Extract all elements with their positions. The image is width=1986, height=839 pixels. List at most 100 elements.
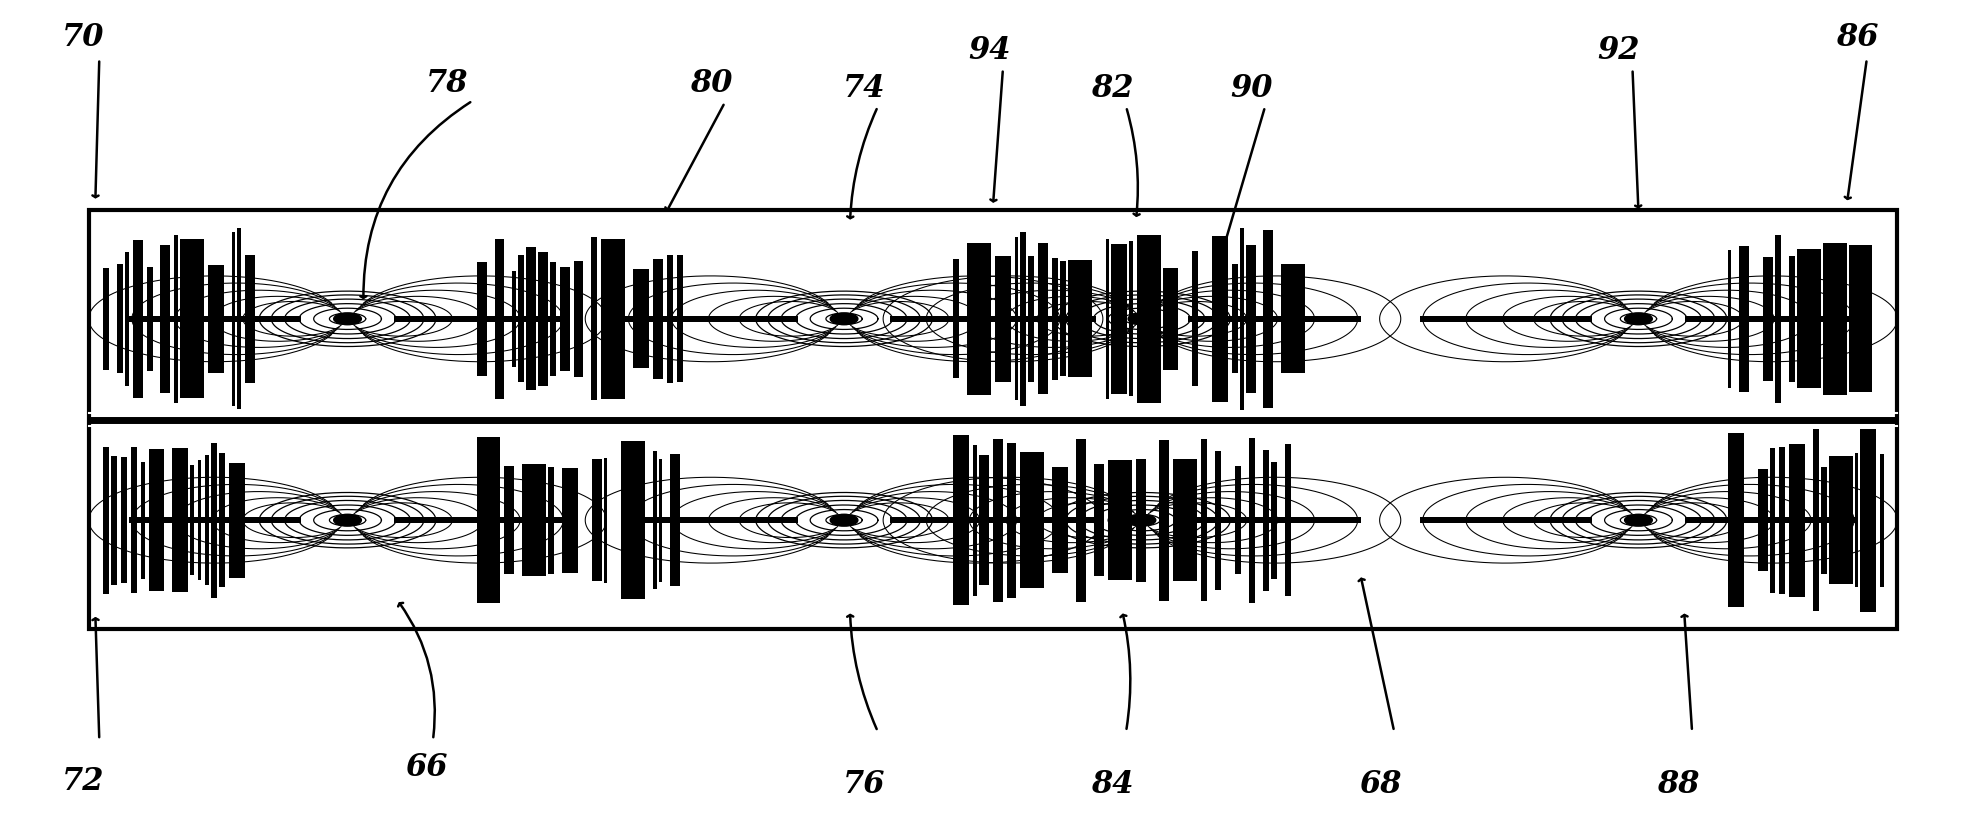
Bar bbox=[1188, 517, 1360, 524]
Bar bbox=[89, 210, 1897, 629]
Bar bbox=[1797, 249, 1821, 388]
Bar bbox=[236, 228, 240, 409]
Bar bbox=[1684, 517, 1857, 524]
Bar bbox=[121, 457, 127, 583]
Bar bbox=[1094, 464, 1104, 576]
Bar bbox=[574, 261, 584, 377]
Bar bbox=[923, 517, 1096, 524]
Circle shape bbox=[1128, 514, 1156, 526]
Bar bbox=[953, 259, 959, 378]
Bar bbox=[1239, 228, 1243, 409]
Text: 94: 94 bbox=[967, 35, 1011, 65]
Bar bbox=[1211, 236, 1227, 402]
Bar bbox=[512, 271, 516, 367]
Bar bbox=[592, 237, 598, 400]
Text: 78: 78 bbox=[425, 69, 469, 99]
Circle shape bbox=[1625, 313, 1652, 325]
Bar bbox=[117, 264, 123, 373]
Text: 86: 86 bbox=[1835, 23, 1879, 53]
Bar bbox=[1740, 246, 1750, 392]
Bar bbox=[667, 255, 673, 383]
Bar bbox=[147, 267, 153, 371]
Bar bbox=[1789, 256, 1795, 382]
Bar bbox=[1015, 237, 1019, 400]
Bar bbox=[125, 252, 129, 386]
Bar bbox=[1136, 459, 1146, 581]
Bar bbox=[133, 240, 143, 398]
Bar bbox=[228, 462, 244, 578]
Bar bbox=[1136, 235, 1160, 403]
Circle shape bbox=[830, 313, 858, 325]
Bar bbox=[626, 315, 798, 322]
Bar bbox=[973, 445, 977, 596]
Bar bbox=[1823, 243, 1847, 394]
Bar bbox=[1420, 517, 1593, 524]
Circle shape bbox=[830, 514, 858, 526]
Bar bbox=[103, 268, 109, 370]
Bar bbox=[1039, 243, 1049, 394]
Bar bbox=[1245, 244, 1255, 393]
Bar bbox=[560, 267, 570, 371]
Text: 68: 68 bbox=[1358, 769, 1402, 800]
Bar bbox=[890, 517, 1063, 524]
Bar bbox=[1821, 466, 1827, 574]
Bar bbox=[677, 255, 683, 383]
Bar bbox=[1235, 466, 1241, 575]
Circle shape bbox=[334, 313, 361, 325]
Bar bbox=[504, 466, 514, 575]
Bar bbox=[1420, 315, 1593, 322]
Bar bbox=[1076, 439, 1086, 602]
Bar bbox=[191, 466, 195, 575]
Bar bbox=[393, 517, 566, 524]
Bar bbox=[232, 232, 234, 406]
Bar bbox=[199, 460, 201, 581]
Bar bbox=[1108, 461, 1132, 580]
Bar bbox=[890, 315, 1063, 322]
Bar bbox=[548, 466, 554, 574]
Bar bbox=[1192, 252, 1198, 386]
Bar bbox=[1861, 429, 1877, 612]
Bar bbox=[979, 456, 989, 585]
Bar bbox=[953, 435, 969, 605]
Bar bbox=[1162, 268, 1178, 370]
Bar bbox=[1021, 452, 1045, 588]
Bar bbox=[1068, 260, 1092, 378]
Bar bbox=[1106, 239, 1110, 399]
Bar bbox=[626, 517, 798, 524]
Bar bbox=[1215, 451, 1221, 590]
Bar bbox=[602, 238, 626, 399]
Bar bbox=[477, 437, 500, 603]
Bar bbox=[1764, 257, 1773, 381]
Bar bbox=[1684, 315, 1857, 322]
Text: 70: 70 bbox=[62, 23, 105, 53]
Bar bbox=[1112, 244, 1128, 393]
Text: 66: 66 bbox=[405, 753, 449, 783]
Bar bbox=[1271, 461, 1277, 579]
Bar bbox=[604, 457, 608, 583]
Bar bbox=[518, 255, 524, 383]
Bar bbox=[1130, 242, 1132, 396]
Bar bbox=[1263, 230, 1273, 408]
Bar bbox=[175, 235, 179, 403]
Bar bbox=[1813, 429, 1819, 612]
Bar bbox=[218, 453, 224, 587]
Bar bbox=[993, 439, 1003, 602]
Bar bbox=[923, 315, 1096, 322]
Bar bbox=[1188, 315, 1360, 322]
Bar bbox=[550, 262, 556, 376]
Text: 80: 80 bbox=[689, 69, 733, 99]
Text: 84: 84 bbox=[1090, 769, 1134, 800]
Bar bbox=[622, 441, 645, 599]
Text: 76: 76 bbox=[842, 769, 886, 800]
Bar bbox=[205, 455, 209, 586]
Bar bbox=[477, 262, 487, 376]
Bar bbox=[526, 248, 536, 390]
Bar bbox=[495, 239, 504, 399]
Bar bbox=[173, 448, 189, 592]
Bar bbox=[211, 443, 216, 597]
Bar bbox=[522, 465, 546, 576]
Text: 72: 72 bbox=[62, 767, 105, 797]
Bar bbox=[1160, 440, 1170, 601]
Bar bbox=[1849, 245, 1873, 393]
Text: 92: 92 bbox=[1597, 35, 1640, 65]
